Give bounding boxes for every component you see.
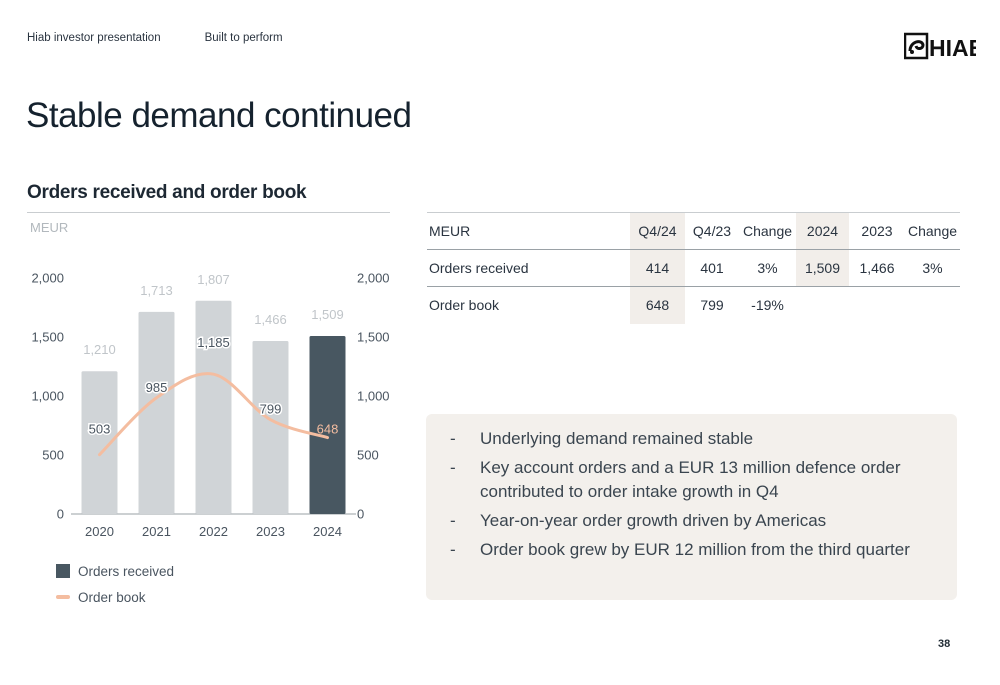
x-tick-label: 2020 bbox=[85, 524, 114, 539]
bar-orders-received bbox=[81, 371, 118, 514]
bar-orders-received bbox=[195, 300, 232, 514]
y-tick-label-right: 2,000 bbox=[357, 271, 390, 286]
table-cell bbox=[796, 287, 849, 324]
header-cell: MEUR bbox=[429, 223, 471, 239]
bar-value-label: 1,509 bbox=[311, 307, 344, 322]
header-cell: Q4/23 bbox=[692, 223, 732, 239]
header-cell: 2024 bbox=[796, 212, 849, 250]
legend-item-orders-received: Orders received bbox=[56, 558, 174, 584]
legend-swatch-line bbox=[56, 595, 70, 599]
order-book-line bbox=[98, 372, 329, 457]
x-tick-label: 2021 bbox=[142, 524, 171, 539]
table-cell: 799 bbox=[700, 297, 724, 314]
header-cell: Q4/24 bbox=[630, 212, 685, 250]
y-tick-label-left: 0 bbox=[57, 507, 64, 522]
legend-swatch-bar bbox=[56, 564, 70, 578]
orders-chart: MEUR 0 0 500 500 1,000 1,000 1,500 1,500 2,000 2,0… bbox=[30, 220, 390, 539]
bar-value-label: 1,466 bbox=[254, 312, 287, 327]
y-tick-label-right: 500 bbox=[357, 448, 379, 463]
table-cell bbox=[849, 287, 905, 324]
section-name: Built to perform bbox=[204, 32, 283, 44]
row-label: Order book bbox=[429, 297, 500, 314]
line-value-label: 1,185 bbox=[197, 335, 230, 350]
table-cell: -19% bbox=[751, 297, 784, 314]
orders-table-wrapper: MEUR Q4/24 Q4/23 Change 2024 2023 Change… bbox=[427, 212, 960, 324]
chart-divider bbox=[27, 212, 390, 213]
list-item: Year-on-year order growth driven by Amer… bbox=[450, 509, 933, 533]
x-tick-label: 2023 bbox=[256, 524, 285, 539]
table-cell: 3% bbox=[757, 260, 778, 276]
bar-orders-received bbox=[138, 311, 175, 514]
list-item: Order book grew by EUR 12 million from t… bbox=[450, 538, 933, 562]
table-cell: 3% bbox=[922, 260, 943, 276]
presentation-name: Hiab investor presentation bbox=[27, 32, 161, 44]
highlights-box: Underlying demand remained stable Key ac… bbox=[426, 414, 957, 600]
unit-label: MEUR bbox=[30, 220, 68, 235]
table-cell bbox=[905, 287, 960, 324]
page-number: 38 bbox=[938, 638, 951, 650]
header-cell: Change bbox=[907, 223, 958, 239]
y-tick-label-left: 1,000 bbox=[31, 389, 64, 404]
highlights-list: Underlying demand remained stable Key ac… bbox=[450, 427, 933, 562]
table-cell: 414 bbox=[630, 249, 685, 287]
bar-value-label: 1,713 bbox=[140, 283, 173, 298]
legend-label: Order book bbox=[78, 589, 146, 605]
chart-title: Orders received and order book bbox=[27, 182, 307, 203]
hiab-logo: HIAB bbox=[904, 32, 976, 61]
table-cell: 401 bbox=[700, 260, 724, 276]
line-value-label: 985 bbox=[146, 380, 168, 395]
table-header-row: MEUR Q4/24 Q4/23 Change 2024 2023 Change bbox=[427, 212, 960, 250]
y-tick-label-right: 0 bbox=[357, 507, 364, 522]
legend-item-order-book: Order book bbox=[56, 584, 174, 610]
line-value-label: 648 bbox=[317, 422, 339, 437]
y-tick-label-left: 1,500 bbox=[31, 330, 64, 345]
y-tick-label-left: 500 bbox=[42, 448, 64, 463]
y-tick-label-right: 1,000 bbox=[357, 389, 390, 404]
bar-value-label: 1,807 bbox=[197, 272, 230, 287]
y-tick-label-right: 1,500 bbox=[357, 330, 390, 345]
line-value-label: 799 bbox=[260, 402, 282, 417]
list-item: Underlying demand remained stable bbox=[450, 427, 933, 451]
orders-table: MEUR Q4/24 Q4/23 Change 2024 2023 Change… bbox=[427, 212, 960, 324]
table-cell: 1,466 bbox=[859, 260, 895, 276]
bar-orders-received bbox=[252, 341, 289, 514]
line-value-label: 503 bbox=[89, 422, 111, 437]
y-tick-label-left: 2,000 bbox=[31, 271, 64, 286]
header-cell: Change bbox=[742, 223, 793, 239]
page-title: Stable demand continued bbox=[26, 96, 412, 135]
row-label: Orders received bbox=[429, 260, 529, 276]
table-row: Order book 648 799 -19% bbox=[427, 286, 960, 324]
top-bar: Hiab investor presentation Built to perf… bbox=[27, 32, 283, 44]
table-cell: 648 bbox=[630, 286, 685, 324]
header-cell: 2023 bbox=[861, 223, 893, 239]
table-cell: 1,509 bbox=[796, 249, 849, 287]
bar-orders-received bbox=[309, 335, 346, 514]
legend-label: Orders received bbox=[78, 563, 175, 579]
x-tick-label: 2024 bbox=[313, 524, 342, 539]
logo-text: HIAB bbox=[929, 35, 976, 61]
chart-legend: Orders received Order book bbox=[56, 558, 174, 610]
list-item: Key account orders and a EUR 13 million … bbox=[450, 456, 933, 504]
bar-value-label: 1,210 bbox=[83, 342, 116, 357]
table-row: Orders received 414 401 3% 1,509 1,466 3… bbox=[427, 249, 960, 287]
x-tick-label: 2022 bbox=[199, 524, 228, 539]
